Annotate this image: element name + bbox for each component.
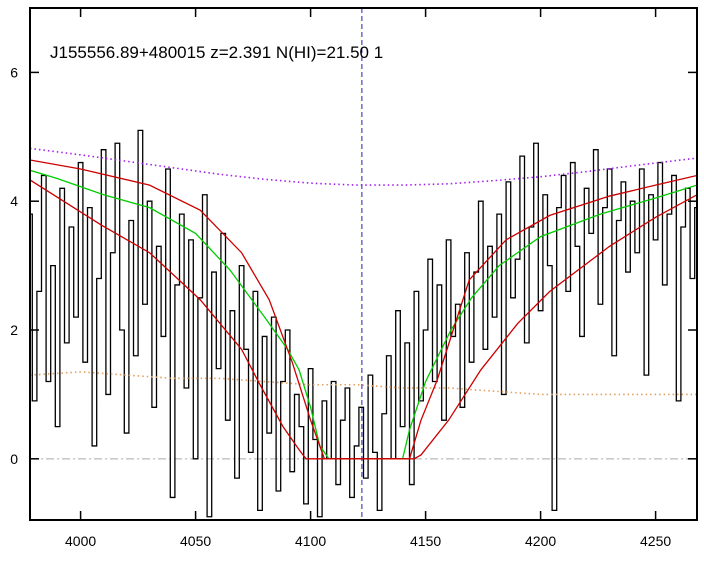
x-tick-label: 4100 bbox=[295, 533, 326, 549]
x-tick-label: 4250 bbox=[640, 533, 671, 549]
x-tick-label: 4050 bbox=[180, 533, 211, 549]
y-tick-label: 2 bbox=[10, 322, 18, 338]
series-line bbox=[30, 147, 697, 186]
y-tick-label: 4 bbox=[10, 193, 18, 209]
x-tick-label: 4200 bbox=[525, 533, 556, 549]
x-tick-label: 4000 bbox=[65, 533, 96, 549]
chart-title: J155556.89+480015 z=2.391 N(HI)=21.50 1 bbox=[50, 43, 383, 62]
series-line bbox=[30, 129, 697, 518]
axes-frame bbox=[29, 7, 698, 521]
series-line bbox=[30, 371, 697, 396]
series-line bbox=[30, 179, 697, 460]
y-tick-label: 0 bbox=[10, 451, 18, 467]
x-tick-label: 4150 bbox=[410, 533, 441, 549]
series-line bbox=[30, 169, 697, 460]
plot-area bbox=[30, 8, 697, 520]
y-tick-label: 6 bbox=[10, 64, 18, 80]
